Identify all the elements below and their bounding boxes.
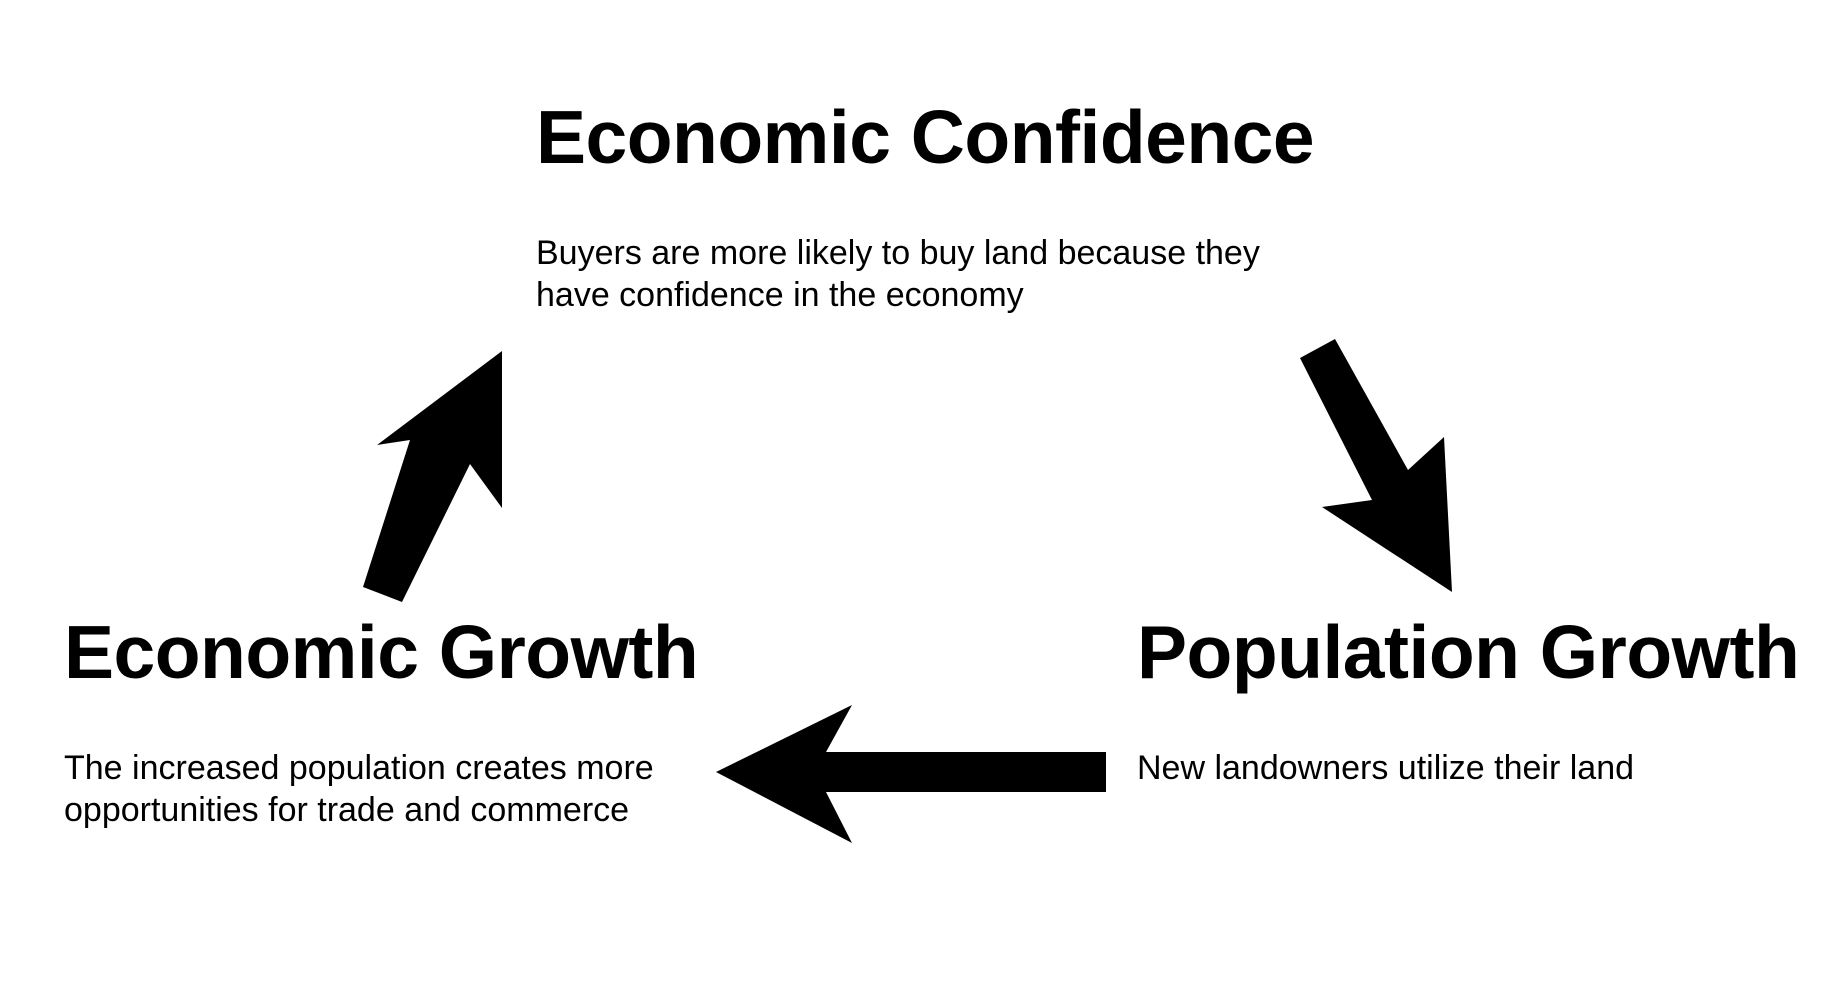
arrow-economic-growth-to-confidence-icon [363, 351, 502, 602]
population-growth-title: Population Growth [1137, 610, 1800, 694]
economic-growth-title: Economic Growth [64, 610, 699, 694]
population-growth-description: New landowners utilize their land [1137, 749, 1635, 787]
economic-growth-description: The increased population creates more op… [64, 749, 654, 829]
economic-confidence-description: Buyers are more likely to buy land becau… [536, 234, 1260, 314]
economic-confidence-title: Economic Confidence [536, 95, 1315, 179]
arrow-population-to-economic-growth-icon [716, 705, 1106, 843]
arrow-confidence-to-population-icon [1300, 339, 1452, 592]
